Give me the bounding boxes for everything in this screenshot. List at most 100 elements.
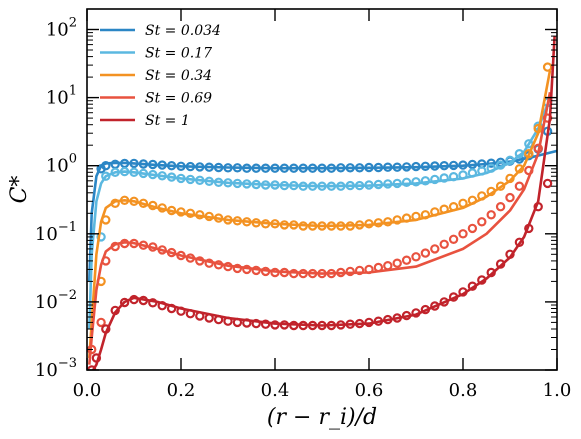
- data-point: [213, 177, 224, 187]
- data-point: [101, 256, 111, 266]
- data-point: [533, 143, 543, 153]
- data-point: [232, 216, 243, 226]
- data-point: [298, 181, 308, 191]
- data-point: [242, 163, 252, 173]
- data-point: [448, 171, 459, 182]
- data-point: [354, 265, 365, 276]
- data-point: [298, 268, 308, 279]
- data-point: [289, 268, 299, 279]
- data-point: [270, 163, 280, 173]
- data-point: [157, 160, 167, 170]
- data-point: [392, 178, 402, 189]
- data-point: [157, 301, 167, 311]
- data-point: [383, 261, 393, 271]
- data-point: [101, 160, 111, 171]
- data-point: [364, 264, 374, 275]
- data-point: [166, 160, 177, 171]
- data-point: [411, 161, 421, 172]
- data-point: [383, 162, 393, 172]
- data-point: [251, 265, 261, 276]
- series-4: [87, 36, 556, 370]
- data-point: [195, 311, 205, 321]
- data-point: [336, 320, 346, 330]
- data-point: [354, 220, 365, 230]
- data-point: [317, 268, 327, 279]
- data-point: [298, 221, 308, 231]
- data-point: [411, 252, 421, 262]
- data-point: [138, 240, 149, 250]
- legend-label: St = 0.34: [145, 68, 212, 84]
- data-point: [129, 196, 139, 206]
- data-point: [242, 217, 252, 227]
- data-point: [514, 181, 525, 191]
- data-point: [345, 319, 355, 329]
- data-point: [486, 186, 496, 197]
- data-point: [101, 171, 111, 181]
- data-point: [430, 161, 440, 171]
- data-point: [542, 62, 553, 72]
- data-point: [448, 201, 459, 212]
- data-point: [223, 316, 233, 326]
- data-point: [401, 177, 412, 187]
- data-point: [129, 238, 139, 249]
- data-point: [148, 298, 158, 308]
- data-point: [486, 158, 496, 168]
- data-point: [176, 161, 186, 171]
- data-point: [336, 163, 346, 173]
- data-point: [157, 203, 167, 213]
- data-point: [223, 215, 233, 225]
- data-point: [542, 178, 553, 189]
- data-point: [458, 160, 468, 170]
- data-point: [166, 205, 177, 216]
- x-tick-label: 0.8: [449, 380, 478, 401]
- data-point: [354, 163, 365, 173]
- data-point: [166, 303, 177, 314]
- data-point: [289, 180, 299, 191]
- y-tick-label: 101: [46, 84, 77, 109]
- x-axis-label: (r − r_i)/d: [267, 405, 377, 430]
- legend-label: St = 1: [145, 113, 190, 129]
- data-point: [129, 158, 139, 169]
- data-point: [495, 201, 506, 212]
- data-point: [477, 275, 487, 285]
- data-point: [185, 174, 196, 185]
- data-point: [110, 305, 120, 316]
- data-point: [505, 249, 515, 259]
- data-point: [420, 161, 431, 171]
- data-point: [420, 304, 431, 315]
- y-tick-label: 10−2: [35, 288, 77, 313]
- data-point: [176, 306, 186, 316]
- series-line-1: [88, 103, 549, 330]
- data-point: [204, 211, 214, 222]
- data-point: [232, 178, 243, 189]
- data-point: [420, 248, 431, 258]
- data-point: [157, 245, 167, 255]
- data-point: [119, 166, 130, 177]
- data-point: [251, 163, 261, 173]
- data-point: [110, 159, 120, 169]
- data-point: [326, 268, 337, 279]
- data-point: [439, 297, 449, 307]
- data-point: [495, 181, 506, 191]
- data-point: [354, 180, 365, 191]
- data-point: [307, 181, 318, 191]
- data-point: [505, 173, 515, 184]
- data-point: [148, 242, 158, 252]
- data-point: [486, 267, 496, 278]
- data-point: [439, 239, 449, 249]
- data-point: [448, 234, 459, 244]
- data-point: [477, 217, 487, 227]
- data-point: [411, 308, 421, 318]
- data-point: [420, 176, 431, 186]
- data-point: [411, 177, 421, 187]
- data-point: [91, 353, 102, 363]
- y-tick-label: 102: [46, 16, 77, 41]
- data-point: [279, 180, 290, 191]
- data-point: [279, 163, 290, 173]
- data-point: [467, 223, 478, 234]
- data-point: [185, 208, 196, 218]
- data-point: [195, 175, 205, 185]
- data-point: [260, 163, 271, 173]
- data-point: [242, 179, 252, 189]
